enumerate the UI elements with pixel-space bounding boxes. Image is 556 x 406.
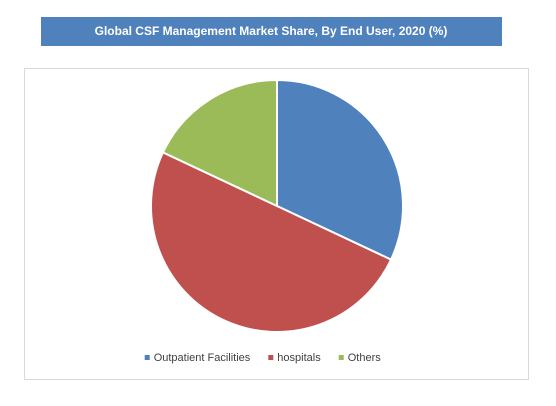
legend-swatch (268, 355, 274, 360)
legend: Outpatient Facilities hospitals Others (144, 352, 382, 364)
legend-label: Outpatient Facilities (154, 352, 251, 364)
legend-swatch (144, 355, 150, 360)
pie (150, 78, 404, 333)
title-banner (41, 17, 502, 46)
pie-slice (276, 78, 404, 261)
pie-slice (150, 151, 393, 333)
legend-label: hospitals (277, 352, 321, 364)
pie-slice (161, 78, 278, 208)
legend-swatch (338, 355, 344, 360)
chart-title: Global CSF Management Market Share, By E… (95, 24, 448, 38)
legend-label: Others (348, 352, 382, 364)
